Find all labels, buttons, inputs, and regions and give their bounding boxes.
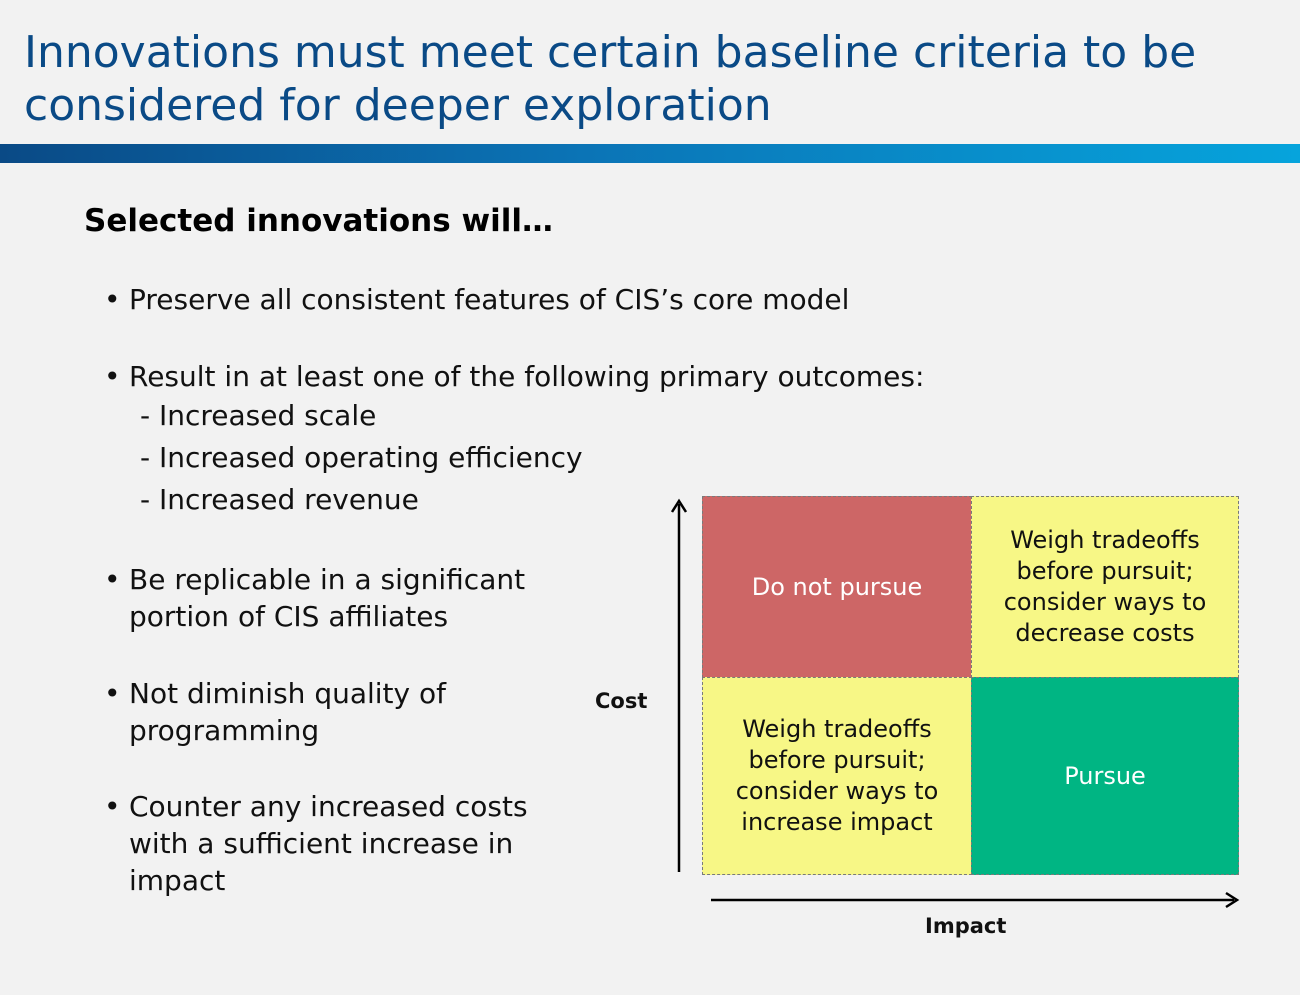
page-title: Innovations must meet certain baseline c… (24, 27, 1197, 131)
criterion-text: Result in at least one of the following … (129, 360, 925, 393)
bullet-icon: • (104, 360, 121, 393)
matrix-cell-label: Do not pursue (751, 572, 923, 601)
bullet-icon: • (104, 790, 121, 823)
bullet-icon: • (104, 563, 121, 596)
matrix-cell-weigh-decrease-costs: Weigh tradeoffs before pursuit; consider… (971, 496, 1239, 678)
matrix-cell-label: Weigh tradeoffs before pursuit; consider… (735, 715, 939, 836)
matrix-cell-pursue: Pursue (971, 677, 1239, 875)
y-axis-arrow-icon (670, 498, 688, 513)
matrix-cell-label: Weigh tradeoffs before pursuit; consider… (1003, 526, 1207, 647)
criterion-text: Not diminish quality of programming (129, 677, 446, 747)
x-axis-arrow-icon (1225, 891, 1240, 909)
title-divider-bar (0, 144, 1300, 163)
outcome-subitem: - Increased revenue (140, 483, 419, 516)
bullet-icon: • (104, 677, 121, 710)
criterion-item: • Not diminish quality of programming (104, 675, 504, 749)
matrix-cell-weigh-increase-impact: Weigh tradeoffs before pursuit; consider… (702, 677, 972, 875)
matrix-cell-do-not-pursue: Do not pursue (702, 496, 972, 678)
x-axis-label: Impact (925, 914, 1007, 938)
criterion-text: Counter any increased costs with a suffi… (129, 790, 528, 897)
outcome-subitem: - Increased operating efficiency (140, 441, 583, 474)
outcome-subitem: - Increased scale (140, 399, 377, 432)
criterion-item: • Result in at least one of the followin… (104, 358, 924, 521)
y-axis-label: Cost (595, 689, 648, 713)
bullet-icon: • (104, 283, 121, 316)
matrix-cell-label: Pursue (1064, 761, 1146, 790)
criterion-item: • Counter any increased costs with a suf… (104, 788, 584, 899)
section-heading: Selected innovations will… (84, 203, 553, 239)
cost-impact-matrix: Do not pursue Weigh tradeoffs before pur… (702, 496, 1239, 875)
criterion-item: • Preserve all consistent features of CI… (104, 281, 849, 318)
criterion-text: Preserve all consistent features of CIS’… (129, 283, 850, 316)
criterion-item: • Be replicable in a significant portion… (104, 561, 584, 635)
criterion-text: Be replicable in a significant portion o… (129, 563, 526, 633)
